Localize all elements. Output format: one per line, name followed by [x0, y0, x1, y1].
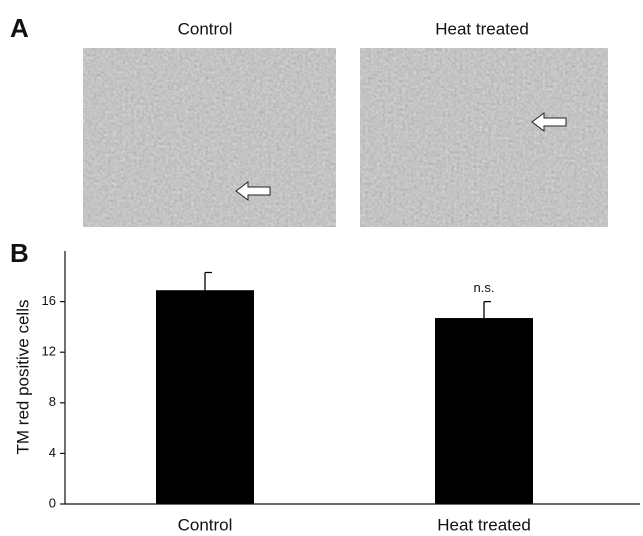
panel-label: B — [10, 238, 29, 268]
y-axis-label: TM red positive cells — [13, 300, 32, 455]
y-tick-label: 16 — [42, 293, 56, 308]
image-title: Control — [178, 19, 233, 38]
x-tick-label: Heat treated — [437, 515, 531, 534]
bar — [156, 290, 254, 504]
annotation: n.s. — [474, 280, 495, 295]
y-tick-label: 8 — [49, 394, 56, 409]
panel-label: A — [10, 13, 29, 43]
error-bar — [484, 302, 491, 318]
figure: A Control Heat treated B TM red positive… — [0, 0, 643, 536]
micrograph — [83, 48, 336, 227]
micrograph — [360, 48, 608, 227]
error-bar — [205, 273, 212, 291]
y-tick-label: 4 — [49, 445, 56, 460]
bar — [435, 318, 533, 504]
image-title: Heat treated — [435, 19, 529, 38]
x-tick-label: Control — [178, 515, 233, 534]
y-tick-label: 12 — [42, 344, 56, 359]
y-tick-label: 0 — [49, 495, 56, 510]
